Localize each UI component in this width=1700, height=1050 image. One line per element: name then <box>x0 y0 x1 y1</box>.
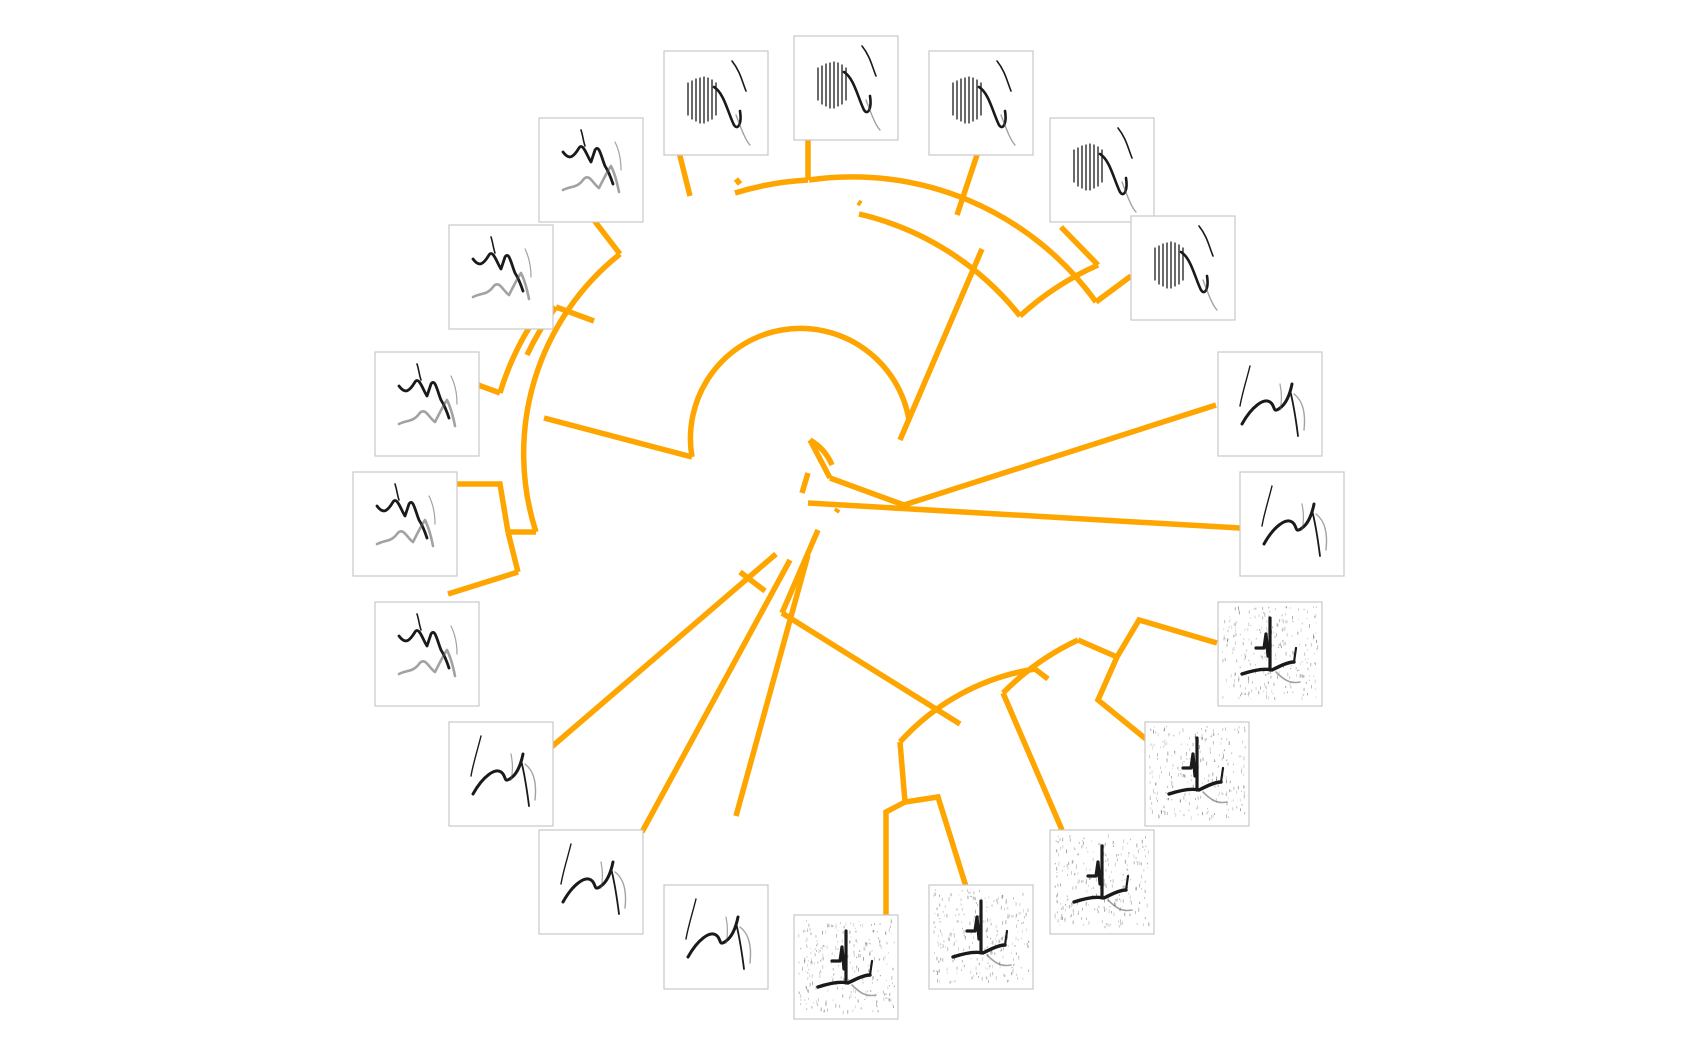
spectrogram-thumbnail <box>1239 471 1345 577</box>
spectrogram-thumbnail <box>663 50 769 156</box>
spectrogram-thumbnail <box>538 117 644 223</box>
branch-24 <box>1059 225 1100 267</box>
branch-29 <box>829 475 905 508</box>
branch-43 <box>1094 655 1159 751</box>
branch-20 <box>856 199 863 207</box>
branch-47 <box>883 799 907 915</box>
branch-16 <box>858 211 1023 318</box>
branch-32 <box>833 507 841 514</box>
branch-41 <box>1001 637 1080 695</box>
branch-22 <box>1094 273 1133 305</box>
spectrogram-frame <box>448 721 554 827</box>
branch-17 <box>676 151 693 197</box>
branch-39 <box>897 666 1036 744</box>
spectrogram-thumbnail <box>1144 721 1250 827</box>
branch-11 <box>447 569 519 597</box>
branch-10 <box>505 531 521 573</box>
spectrogram-frame <box>374 601 480 707</box>
branch-36 <box>546 551 778 753</box>
spectrogram-thumbnail <box>448 224 554 330</box>
spectrogram-thumbnail <box>793 914 899 1020</box>
branch-12 <box>543 415 693 460</box>
branch-1 <box>520 251 622 533</box>
spectrogram-thumbnail <box>928 884 1034 990</box>
branch-40 <box>1033 666 1050 682</box>
spectrogram-noise <box>798 919 895 1015</box>
branch-18 <box>733 177 743 186</box>
spectrogram-thumbnail <box>374 351 480 457</box>
branch-13 <box>687 325 912 458</box>
branch-35 <box>639 558 793 834</box>
spectrogram-frame <box>538 117 644 223</box>
spectrogram-frame <box>663 884 769 990</box>
dendrogram-branches <box>430 126 1241 915</box>
spectrogram-frame <box>538 829 644 935</box>
branch-31 <box>807 500 1241 531</box>
spectrogram-frame <box>374 351 480 457</box>
branch-42 <box>1076 637 1119 660</box>
spectrogram-thumbnail <box>374 601 480 707</box>
branch-21 <box>954 151 981 216</box>
branch-15 <box>734 177 809 196</box>
spectrogram-thumbnail <box>448 721 554 827</box>
spectrogram-thumbnail <box>793 35 899 141</box>
spectrogram-thumbnail <box>1217 351 1323 457</box>
leaf-spectrograms <box>352 35 1345 1020</box>
branch-23 <box>1018 262 1100 319</box>
spectrogram-thumbnail <box>1130 215 1236 321</box>
spectrogram-thumbnail <box>1217 601 1323 707</box>
branch-7 <box>555 304 595 324</box>
branch-44 <box>1114 616 1218 659</box>
branch-27 <box>807 438 833 480</box>
spectrogram-thumbnail <box>1049 829 1155 935</box>
spectrogram-frame <box>1239 471 1345 577</box>
branch-25 <box>897 247 985 442</box>
spectrogram-thumbnail <box>1049 117 1155 223</box>
spectrogram-thumbnail <box>663 884 769 990</box>
spectrogram-thumbnail <box>352 471 458 577</box>
spectrogram-noise <box>1222 606 1319 700</box>
spectrogram-frame <box>1217 351 1323 457</box>
branch-14 <box>808 174 1099 304</box>
spectrogram-noise <box>1054 834 1150 929</box>
branch-46 <box>897 741 908 803</box>
branch-38 <box>780 610 962 727</box>
branch-37 <box>738 569 767 594</box>
branch-6 <box>524 305 559 357</box>
spectrogram-frame <box>448 224 554 330</box>
branch-33 <box>779 528 821 615</box>
spectrogram-frame <box>352 471 458 577</box>
spectrogram-thumbnail <box>928 50 1034 156</box>
spectrogram-noise <box>1149 726 1246 821</box>
branch-30 <box>903 402 1217 508</box>
branch-34 <box>733 554 811 817</box>
spectrogram-thumbnail <box>538 829 644 935</box>
branch-28 <box>799 472 811 494</box>
branch-45 <box>1000 691 1065 832</box>
branch-48 <box>904 793 971 894</box>
